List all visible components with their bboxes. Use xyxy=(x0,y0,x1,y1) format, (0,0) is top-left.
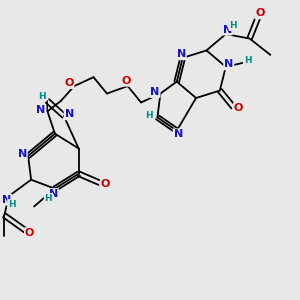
Text: N: N xyxy=(64,109,74,119)
Text: H: H xyxy=(44,194,52,203)
Text: H: H xyxy=(145,111,153,120)
Text: H: H xyxy=(8,200,16,209)
Text: N: N xyxy=(36,105,46,115)
Text: H: H xyxy=(230,21,237,30)
Text: N: N xyxy=(223,25,232,34)
Text: O: O xyxy=(101,179,110,189)
Text: N: N xyxy=(174,129,183,139)
Text: O: O xyxy=(25,228,34,238)
Text: H: H xyxy=(38,92,46,101)
Text: O: O xyxy=(255,8,265,18)
Text: N: N xyxy=(49,189,58,199)
Text: N: N xyxy=(177,49,186,59)
Text: N: N xyxy=(150,87,160,97)
Text: N: N xyxy=(2,195,11,205)
Text: O: O xyxy=(234,103,243,113)
Text: N: N xyxy=(224,59,233,69)
Text: O: O xyxy=(122,76,131,86)
Text: H: H xyxy=(244,56,251,65)
Text: O: O xyxy=(64,78,74,88)
Text: N: N xyxy=(18,149,27,160)
